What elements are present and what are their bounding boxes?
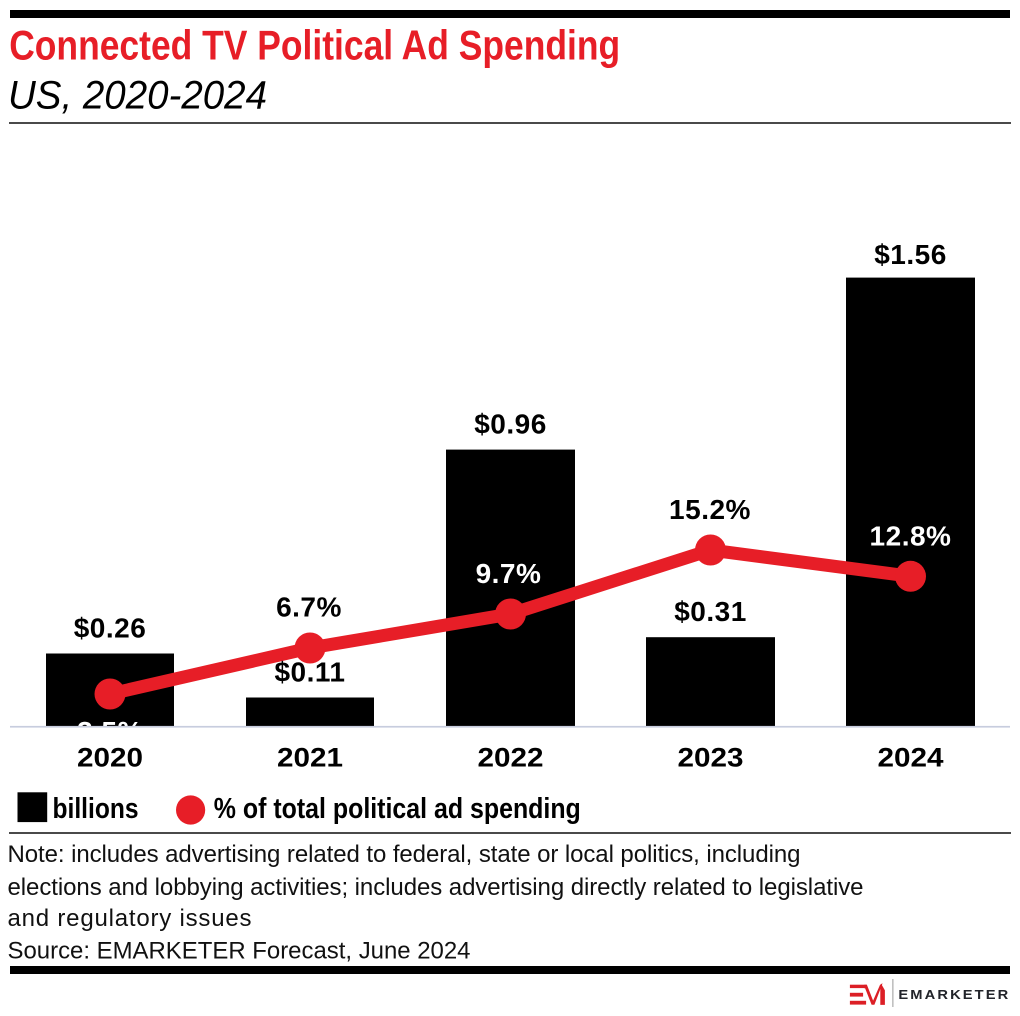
svg-text:elections and lobbying activit: elections and lobbying activities; inclu… <box>8 874 864 901</box>
svg-text:and regulatory issues: and regulatory issues <box>8 905 252 932</box>
svg-text:$0.11: $0.11 <box>274 657 345 688</box>
svg-text:$0.96: $0.96 <box>474 409 547 440</box>
svg-text:2022: 2022 <box>478 743 544 773</box>
svg-text:6.7%: 6.7% <box>276 592 342 623</box>
svg-text:Note: includes advertising rel: Note: includes advertising related to fe… <box>8 841 801 868</box>
svg-text:$0.26: $0.26 <box>74 613 147 644</box>
svg-text:12.8%: 12.8% <box>870 521 952 552</box>
svg-text:billions: billions <box>53 793 139 825</box>
svg-text:$1.56: $1.56 <box>874 239 947 270</box>
svg-text:$0.31: $0.31 <box>674 596 747 627</box>
svg-text:% of total political ad spendi: % of total political ad spending <box>214 793 581 825</box>
svg-text:9.7%: 9.7% <box>476 558 542 589</box>
svg-text:2023: 2023 <box>678 743 744 773</box>
svg-text:15.2%: 15.2% <box>669 494 751 525</box>
svg-text:Connected TV Political Ad Spen: Connected TV Political Ad Spending <box>9 21 620 68</box>
svg-text:3.5%: 3.5% <box>77 716 143 747</box>
svg-text:2024: 2024 <box>878 743 944 773</box>
svg-text:2021: 2021 <box>277 743 343 773</box>
svg-text:EMARKETER: EMARKETER <box>898 988 1010 1002</box>
svg-text:2020: 2020 <box>77 743 143 773</box>
svg-text:US, 2020-2024: US, 2020-2024 <box>8 74 267 118</box>
svg-text:Source: EMARKETER Forecast, Ju: Source: EMARKETER Forecast, June 2024 <box>8 938 471 965</box>
